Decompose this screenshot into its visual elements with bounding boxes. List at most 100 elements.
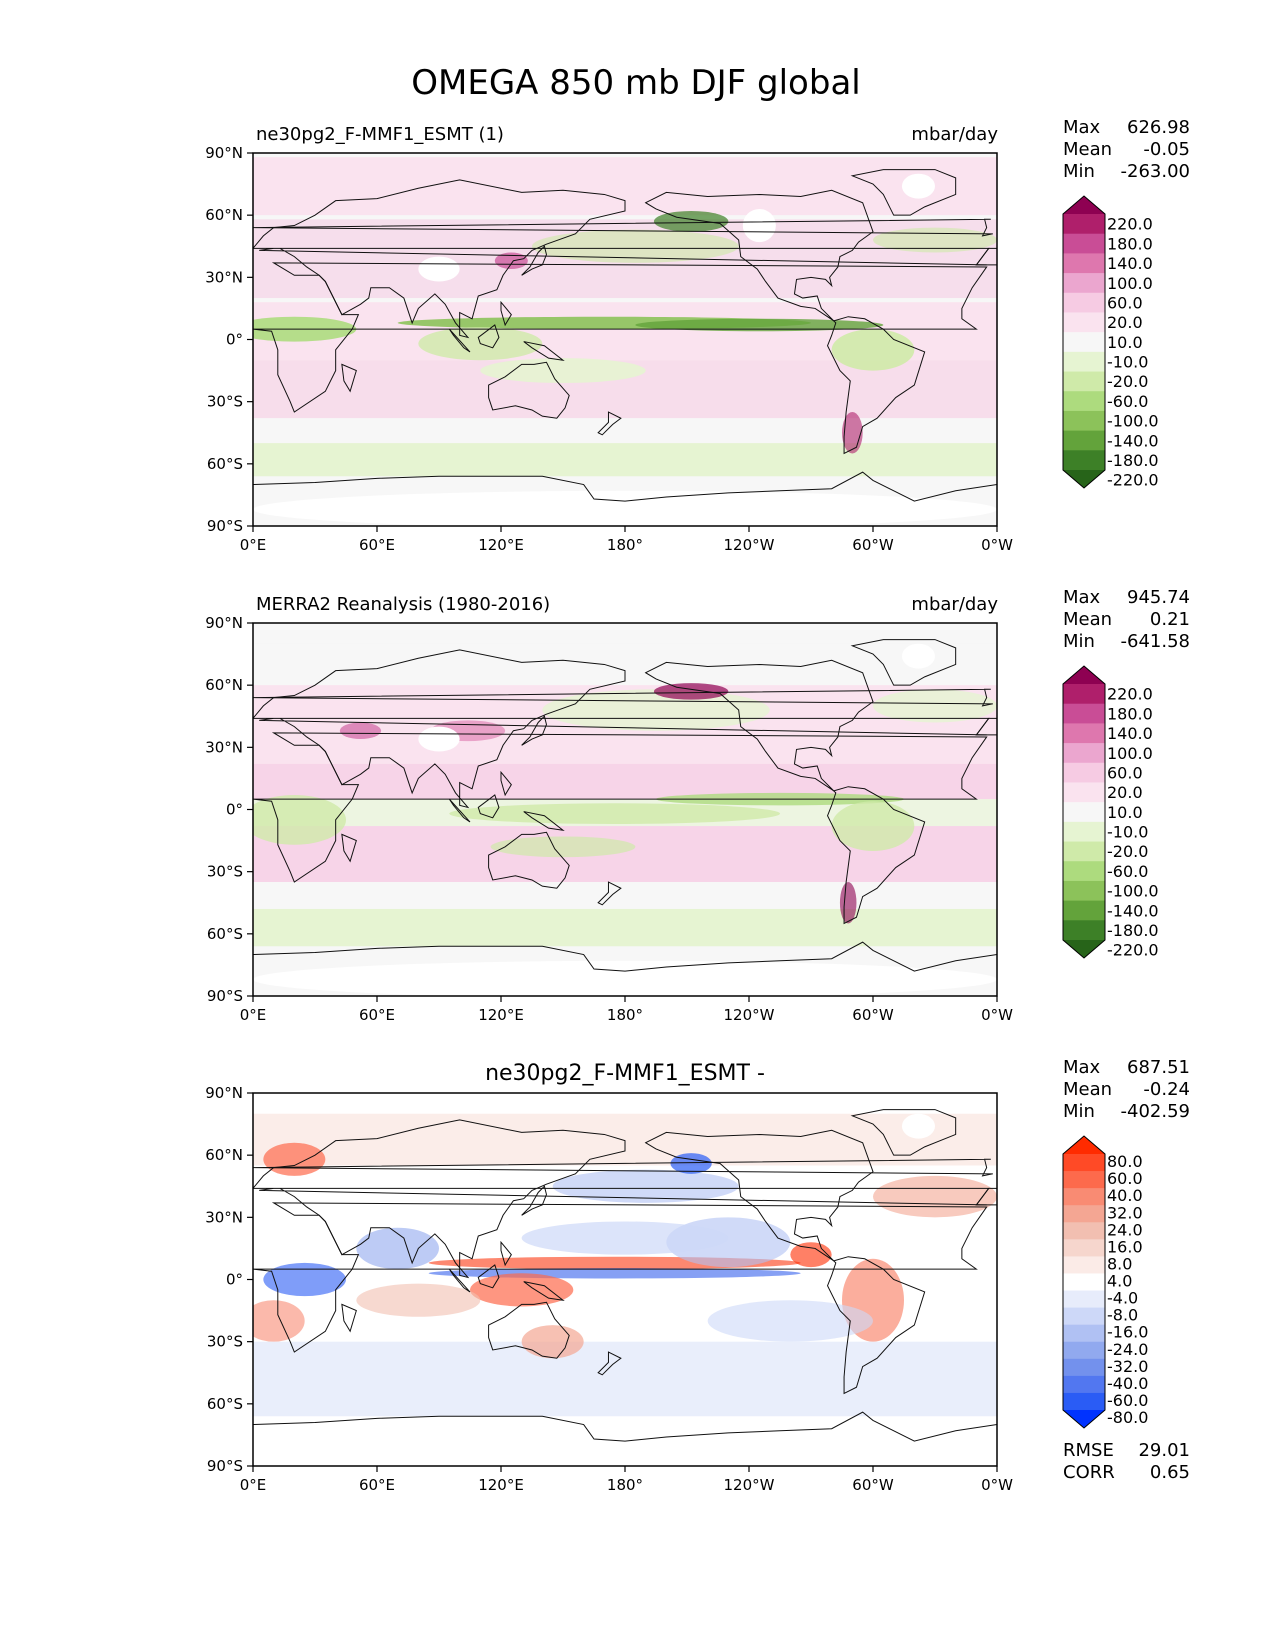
field-anomaly bbox=[480, 358, 646, 384]
stat-label: Mean bbox=[1063, 609, 1112, 630]
colorbar-tick-label: -180.0 bbox=[1107, 451, 1159, 470]
field-features bbox=[253, 1113, 997, 1466]
field-band bbox=[253, 1341, 997, 1417]
field-band bbox=[253, 1113, 997, 1166]
colorbar-tick-label: 100.0 bbox=[1107, 744, 1153, 763]
stat-label: Mean bbox=[1063, 1079, 1112, 1100]
stat-label: Min bbox=[1063, 631, 1095, 652]
colorbar-tick-label: 8.0 bbox=[1107, 1254, 1132, 1273]
missing-data-region bbox=[418, 726, 460, 752]
colorbar-segment bbox=[1063, 214, 1105, 235]
colorbar-tick-label: 4.0 bbox=[1107, 1272, 1132, 1291]
stat-label: CORR bbox=[1063, 1462, 1115, 1483]
colorbar-extend-max bbox=[1063, 196, 1105, 214]
coastline bbox=[253, 1411, 997, 1466]
coastline bbox=[253, 262, 988, 413]
colorbar-segment bbox=[1063, 743, 1105, 764]
colorbar-tick-label: 20.0 bbox=[1107, 313, 1143, 332]
stat-value: 687.51 bbox=[1127, 1057, 1190, 1078]
field-anomaly bbox=[356, 1283, 481, 1317]
colorbar-tick-label: -220.0 bbox=[1107, 471, 1159, 490]
field-anomaly bbox=[490, 836, 636, 858]
colorbar-segment bbox=[1063, 1307, 1105, 1326]
colorbar-tick-label: -40.0 bbox=[1107, 1374, 1148, 1393]
coastline bbox=[341, 1303, 357, 1333]
stat-value: 626.98 bbox=[1127, 117, 1190, 138]
coastline bbox=[826, 316, 926, 455]
colorbar-segment bbox=[1063, 351, 1105, 373]
colorbar-segment bbox=[1063, 391, 1105, 412]
coastline bbox=[253, 471, 997, 526]
colorbar-tick-label: -16.0 bbox=[1107, 1323, 1148, 1342]
colorbar-extend-min bbox=[1063, 1410, 1105, 1428]
coastline bbox=[488, 361, 570, 419]
missing-data-region bbox=[742, 208, 776, 243]
field-anomaly bbox=[449, 803, 780, 825]
stat-label: Min bbox=[1063, 161, 1095, 182]
y-tick-label: 30°N bbox=[205, 738, 243, 756]
y-axis: 90°N 60°N 30°N 0° 30°S 60°S 90°S bbox=[205, 1084, 253, 1475]
colorbar-tick-label: 20.0 bbox=[1107, 783, 1143, 802]
colorbar-tick-label: -140.0 bbox=[1107, 901, 1159, 920]
coastline bbox=[521, 1185, 547, 1216]
colorbar-tick-label: 220.0 bbox=[1107, 215, 1153, 234]
colorbar-segment bbox=[1063, 821, 1105, 843]
stat-label: Max bbox=[1063, 117, 1101, 138]
colorbar-tick-label: 100.0 bbox=[1107, 274, 1153, 293]
field-anomaly bbox=[873, 1175, 997, 1218]
panel-diff: ne30pg2_F-MMF1_ESMT - 90°N 60°N 30°N 0° 30°S… bbox=[205, 1057, 1190, 1494]
coastline bbox=[477, 324, 500, 349]
coastline bbox=[826, 786, 926, 925]
x-tick-label: 120°W bbox=[724, 536, 775, 554]
colorbar-tick-label: -60.0 bbox=[1107, 1391, 1148, 1410]
coastline bbox=[341, 363, 357, 393]
colorbar-tick-label: 16.0 bbox=[1107, 1237, 1143, 1256]
x-tick-label: 180° bbox=[607, 536, 643, 554]
field-band bbox=[253, 418, 997, 444]
x-tick-label: 120°E bbox=[478, 1006, 524, 1024]
coastline bbox=[597, 1351, 622, 1376]
field-anomaly bbox=[873, 689, 997, 723]
colorbar-segment bbox=[1063, 782, 1105, 803]
y-tick-label: 90°N bbox=[205, 1084, 243, 1102]
coastline bbox=[521, 245, 547, 276]
colorbar-outline bbox=[1062, 665, 1106, 959]
map-field bbox=[253, 153, 997, 526]
colorbar: 220.0180.0140.0100.060.020.010.0-10.0-20… bbox=[1062, 195, 1159, 490]
colorbar-tick-label: -10.0 bbox=[1107, 823, 1148, 842]
field-features bbox=[253, 157, 997, 526]
y-tick-label: 90°S bbox=[207, 1457, 243, 1475]
colorbar-segment bbox=[1063, 1239, 1105, 1257]
coastline bbox=[975, 247, 997, 266]
colorbar-segment bbox=[1063, 1358, 1105, 1377]
colorbar-tick-label: -140.0 bbox=[1107, 431, 1159, 450]
y-tick-label: 0° bbox=[226, 801, 243, 819]
x-tick-label: 180° bbox=[607, 1476, 643, 1494]
stat-value: 0.21 bbox=[1150, 609, 1190, 630]
colorbar: 80.060.040.032.024.016.08.04.0-4.0-8.0-1… bbox=[1062, 1135, 1148, 1429]
missing-data-region bbox=[418, 1196, 460, 1222]
coastline bbox=[521, 715, 547, 746]
colorbar-tick-label: -60.0 bbox=[1107, 862, 1148, 881]
x-tick-label: 120°E bbox=[478, 536, 524, 554]
colorbar-segment bbox=[1063, 332, 1105, 353]
coastline bbox=[500, 770, 512, 797]
colorbar-segment bbox=[1063, 450, 1105, 471]
coastline bbox=[850, 1109, 957, 1156]
colorbar-segment bbox=[1063, 1154, 1105, 1172]
missing-data-region bbox=[253, 960, 997, 996]
missing-data-region bbox=[253, 1430, 997, 1466]
y-axis: 90°N 60°N 30°N 0° 30°S 60°S 90°S bbox=[205, 614, 253, 1005]
coastline bbox=[975, 1187, 997, 1206]
coastline bbox=[253, 1158, 993, 1177]
colorbar-tick-label: 60.0 bbox=[1107, 763, 1143, 782]
coastline bbox=[253, 732, 988, 883]
coastline bbox=[488, 1301, 570, 1359]
field-anomaly bbox=[831, 329, 915, 371]
stat-label: Min bbox=[1063, 1101, 1095, 1122]
panel-units: mbar/day bbox=[911, 594, 998, 615]
field-anomaly bbox=[839, 882, 857, 924]
colorbar-tick-label: -20.0 bbox=[1107, 842, 1148, 861]
colorbar-tick-label: -10.0 bbox=[1107, 353, 1148, 372]
